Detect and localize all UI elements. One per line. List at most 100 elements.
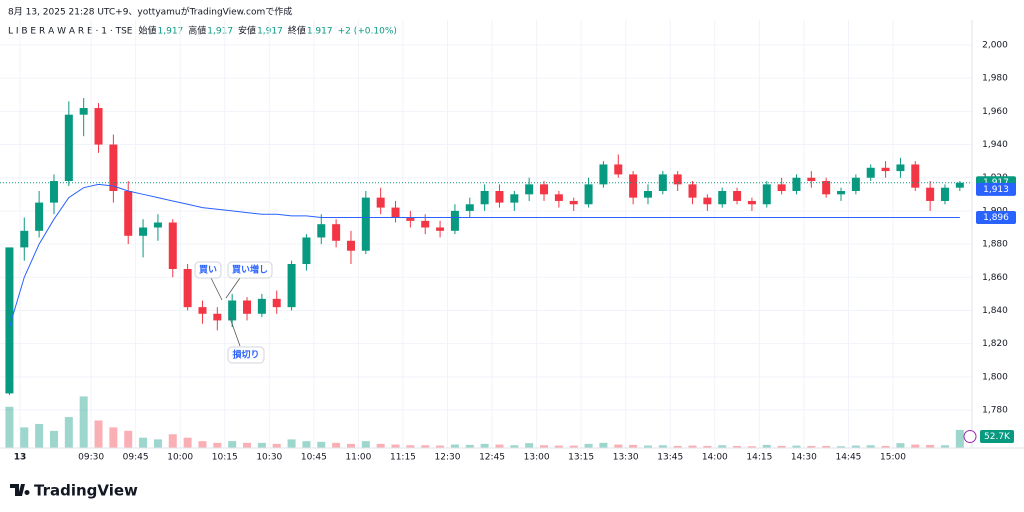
candle-body — [629, 174, 638, 198]
y-tick-label: 1,780 — [982, 406, 1008, 416]
volume-bar — [540, 445, 549, 448]
candle-body — [718, 191, 727, 205]
candle-body — [346, 240, 355, 251]
candle-body — [762, 184, 771, 205]
legend-text: 1,917 — [307, 27, 333, 37]
volume-bar — [406, 445, 415, 448]
candle-body — [807, 177, 816, 182]
legend-text: 終値 — [288, 25, 306, 37]
volume-bar — [272, 443, 281, 448]
candle-body — [866, 167, 875, 178]
candle-body — [495, 191, 504, 203]
x-tick-label: 12:30 — [435, 453, 461, 463]
volume-bar — [955, 429, 964, 448]
volume-bar — [332, 442, 341, 448]
candle-body — [406, 217, 415, 221]
volume-bar — [777, 445, 786, 448]
logo-icon — [10, 484, 30, 496]
candle-body — [213, 313, 222, 321]
volume-tag-label: 52.7K — [984, 432, 1011, 442]
candle-body — [955, 182, 964, 188]
candle-body — [569, 200, 578, 205]
x-tick-label: 10:30 — [256, 453, 282, 463]
candle-body — [49, 181, 58, 203]
volume-bar — [926, 444, 935, 448]
legend-text: 高値 — [188, 25, 206, 37]
price-tag-label: 1,913 — [983, 185, 1009, 195]
volume-bar — [124, 430, 133, 448]
candle-body — [109, 144, 118, 191]
volume-bar — [346, 443, 355, 448]
volume-bar — [554, 445, 563, 448]
candle-body — [599, 164, 608, 185]
candle-body — [940, 187, 949, 201]
x-tick-label: 13:00 — [524, 453, 550, 463]
candle-body — [168, 222, 177, 269]
x-tick-label: 15:00 — [880, 453, 906, 463]
volume-bar — [584, 443, 593, 448]
candle-body — [139, 227, 148, 236]
logo: TradingView — [10, 482, 138, 500]
volume-bar — [287, 439, 296, 448]
volume-bar — [629, 444, 638, 448]
legend-text: +2 (+0.10%) — [338, 27, 397, 37]
candle-body — [153, 222, 162, 228]
candle-body — [332, 224, 341, 241]
volume-bar — [569, 445, 578, 448]
volume-bar — [465, 444, 474, 448]
candle-body — [911, 164, 920, 188]
volume-bar — [599, 442, 608, 448]
candle-body — [510, 194, 519, 203]
candle-body — [792, 177, 801, 191]
candle-body — [703, 197, 712, 205]
x-tick-label: 14:15 — [746, 453, 772, 463]
volume-bar — [658, 445, 667, 448]
price-tag-label: 1,896 — [983, 213, 1009, 223]
volume-bar — [807, 445, 816, 448]
credit: 8月 13, 2025 21:28 UTC+9、yottyamuがTrading… — [8, 6, 292, 18]
x-tick-label: 13:30 — [613, 453, 639, 463]
candle-body — [391, 207, 400, 218]
volume-bar — [718, 445, 727, 448]
candle-body — [777, 184, 786, 191]
volume-bar — [911, 444, 920, 448]
annotation-text: 損切り — [232, 349, 259, 361]
legend-text: 始値 — [138, 25, 156, 37]
candle-body — [272, 298, 281, 308]
x-tick-label: 14:30 — [791, 453, 817, 463]
legend-text: 1,917 — [257, 27, 283, 37]
candle-body — [465, 204, 474, 211]
candle-body — [837, 191, 846, 195]
annotation: 買い 買い増し 損切り — [194, 261, 273, 364]
pointer — [225, 277, 241, 299]
x-tick-label: 13:45 — [657, 453, 683, 463]
volume-bar — [49, 430, 58, 448]
price-tag — [976, 182, 1016, 196]
legend-text: 1,917 — [158, 27, 184, 37]
legend-text: 安値 — [238, 25, 256, 37]
volume-bar — [733, 445, 742, 448]
volume-bar — [643, 445, 652, 448]
candle-body — [64, 114, 73, 182]
candle-body — [747, 200, 756, 205]
volume-bar — [480, 443, 489, 448]
candle-body — [614, 164, 623, 175]
y-tick-label: 1,960 — [982, 107, 1008, 117]
x-tick-label: 10:45 — [301, 453, 327, 463]
candle-body — [243, 300, 252, 314]
x-tick-label: 10:15 — [212, 453, 238, 463]
candle-body — [5, 247, 14, 394]
candle-body — [688, 184, 697, 198]
legend: L I B E R A W A R E · 1 · TSE 始値 1,917 高値 1,… — [8, 25, 397, 37]
volume-bar — [64, 417, 73, 448]
volume-bar — [94, 420, 103, 448]
volume-bar — [688, 445, 697, 448]
volume-bar — [168, 434, 177, 448]
x-tick-label: 09:45 — [123, 453, 149, 463]
candle-body — [94, 108, 103, 145]
candle-body — [228, 300, 237, 321]
volume-bar — [153, 439, 162, 448]
volume-bar — [436, 445, 445, 448]
candle-body — [124, 191, 133, 236]
